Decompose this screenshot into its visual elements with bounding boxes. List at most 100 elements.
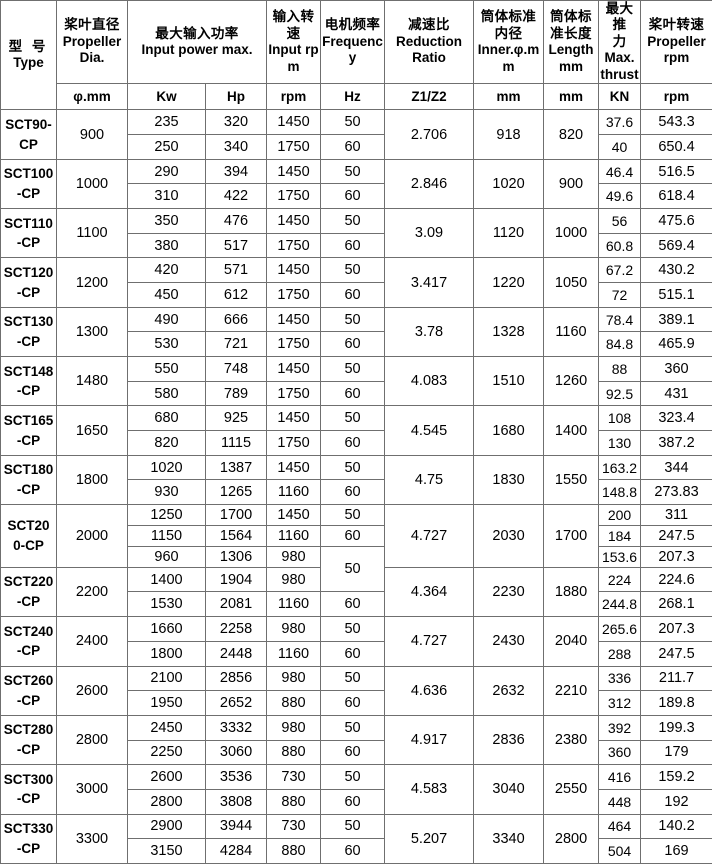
cell-model: SCT110-CP: [0, 208, 57, 259]
cell-frequency: 60: [320, 525, 386, 547]
cell-max-thrust: 312: [598, 690, 642, 716]
cell-inrpm: 1750: [266, 183, 322, 210]
column-header-reduction-ratio: 减速比 Reduction Ratio: [384, 0, 475, 85]
cell-hp: 925: [204, 405, 268, 432]
cell-max-thrust: 163.2: [598, 454, 642, 481]
column-header-proprpm-en2: rpm: [663, 50, 690, 66]
column-header-ratio-en2: Ratio: [412, 50, 446, 66]
cell-propeller-rpm: 189.8: [640, 690, 712, 716]
table-row: SCT260-CP 2600 2100 2856 980 50 4.636 2632 2210 3…: [0, 665, 712, 716]
column-header-inner-diameter: 筒体标准 内径 Inner.φ.m m: [473, 0, 545, 85]
cell-max-thrust: 49.6: [598, 183, 642, 210]
column-header-inrpm-en2: m: [287, 58, 300, 74]
cell-propeller-rpm: 569.4: [640, 232, 712, 259]
cell-kw: 250: [127, 134, 206, 160]
cell-reduction-ratio: 2.706: [384, 109, 475, 160]
cell-hp: 476: [204, 208, 268, 234]
column-header-dia-en2: Dia.: [79, 50, 105, 66]
cell-model: SCT300-CP: [0, 764, 57, 815]
cell-hp: 2856: [204, 665, 268, 692]
cell-hp: 721: [204, 331, 268, 358]
column-header-length: 筒体标 准长度 Length mm: [543, 0, 600, 85]
cell-frequency: 50: [320, 504, 386, 526]
unit-thrust: KN: [598, 83, 642, 111]
cell-propeller-rpm: 311: [640, 504, 712, 526]
cell-inner-diameter: 1328: [473, 306, 545, 358]
cell-hp: 748: [204, 356, 268, 382]
cell-model: SCT180-CP: [0, 454, 57, 506]
column-header-proprpm-en: Propeller: [647, 33, 706, 49]
cell-inner-diameter: 1020: [473, 158, 545, 210]
cell-kw: 1250: [127, 504, 206, 526]
cell-kw: 1950: [127, 690, 206, 716]
cell-hp: 422: [204, 183, 268, 210]
table-row: SCT165-CP 1650 680 925 1450 50 4.545 1680 1400 10…: [0, 405, 712, 456]
table-row: 380 517 1750 60 60.8 569.4: [1, 232, 712, 259]
table-row: SCT300-CP 3000 2600 3536 730 50 4.583 3040 2550 4…: [0, 764, 712, 815]
cell-propeller-dia: 1000: [56, 158, 128, 210]
cell-frequency: 60: [320, 232, 386, 259]
cell-kw: 1660: [127, 616, 206, 642]
table-row: 2800 3808 880 60 448 192: [1, 788, 712, 815]
cell-length: 1050: [543, 257, 600, 308]
cell-propeller-dia: 1200: [56, 257, 128, 308]
cell-inrpm: 1160: [266, 525, 322, 547]
cell-hp: 2258: [204, 616, 268, 642]
cell-kw: 2450: [127, 714, 206, 741]
cell-kw: 580: [127, 380, 206, 407]
cell-inrpm: 1450: [266, 257, 322, 284]
cell-hp: 3808: [204, 788, 268, 815]
cell-inrpm: 1750: [266, 331, 322, 358]
cell-propeller-rpm: 516.5: [640, 158, 712, 185]
cell-max-thrust: 153.6: [598, 545, 642, 568]
cell-inrpm: 1450: [266, 208, 322, 234]
column-header-type-cn: 型 号: [8, 38, 49, 54]
cell-max-thrust: 265.6: [598, 616, 642, 642]
cell-length: 2380: [543, 714, 600, 766]
column-header-power-cn: 最大输入功率: [155, 25, 239, 41]
column-header-inner-en: Inner.φ.m: [477, 42, 540, 58]
cell-kw: 1800: [127, 640, 206, 667]
cell-kw: 550: [127, 356, 206, 382]
cell-propeller-rpm: 465.9: [640, 331, 712, 358]
cell-max-thrust: 448: [598, 788, 642, 815]
cell-hp: 1306: [204, 545, 268, 568]
table-row: SCT130-CP 1300 490 666 1450 50 3.78 1328 1160 78.…: [0, 306, 712, 358]
cell-max-thrust: 224: [598, 566, 642, 593]
table-row: 1150 1564 1160 60 184 247.5: [1, 525, 712, 547]
cell-inrpm: 1750: [266, 232, 322, 259]
cell-max-thrust: 504: [598, 838, 642, 864]
cell-propeller-rpm: 159.2: [640, 764, 712, 790]
cell-propeller-rpm: 273.83: [640, 479, 712, 506]
cell-reduction-ratio: 4.545: [384, 405, 475, 456]
cell-max-thrust: 288: [598, 640, 642, 667]
cell-length: 1260: [543, 356, 600, 407]
cell-propeller-rpm: 515.1: [640, 282, 712, 308]
cell-kw: 2600: [127, 764, 206, 790]
cell-propeller-rpm: 323.4: [640, 405, 712, 432]
unit-dia: φ.mm: [56, 83, 128, 111]
cell-propeller-rpm: 169: [640, 838, 712, 864]
cell-inner-diameter: 2430: [473, 616, 545, 667]
table-row: SCT330-CP 3300 2900 3944 730 50 5.207 3340 2800 4…: [0, 813, 712, 864]
cell-frequency: 60: [320, 838, 386, 864]
column-header-frequency: 电机频率 Frequency: [320, 0, 386, 85]
cell-reduction-ratio: 4.917: [384, 714, 475, 766]
cell-frequency: 60: [320, 788, 386, 815]
cell-hp: 1265: [204, 479, 268, 506]
cell-reduction-ratio: 3.417: [384, 257, 475, 308]
cell-length: 1400: [543, 405, 600, 456]
cell-inrpm: 980: [266, 545, 322, 568]
cell-inrpm: 1450: [266, 158, 322, 185]
cell-hp: 2081: [204, 591, 268, 618]
table-row: SCT20 0-CP 2000 1250 1700 1450 50 4.727 2030 1700…: [0, 504, 712, 568]
cell-propeller-dia: 1800: [56, 454, 128, 506]
cell-max-thrust: 200: [598, 504, 642, 526]
cell-length: 2040: [543, 616, 600, 667]
cell-inner-diameter: 2030: [473, 504, 545, 568]
cell-reduction-ratio: 4.636: [384, 665, 475, 716]
cell-frequency: 50: [320, 545, 386, 593]
cell-inrpm: 1450: [266, 405, 322, 432]
cell-propeller-rpm: 431: [640, 380, 712, 407]
